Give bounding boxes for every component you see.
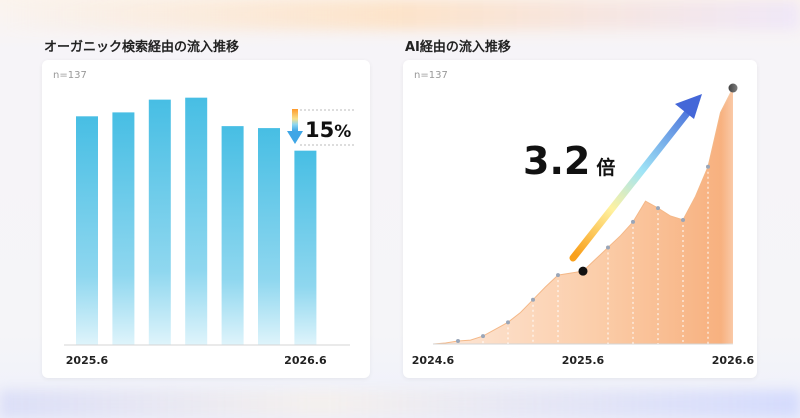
- organic-bar: [112, 112, 135, 345]
- ai-data-point: [606, 245, 610, 250]
- ai-data-point: [456, 339, 460, 344]
- organic-sample-size: n=137: [53, 70, 87, 81]
- organic-x-tick-label: 2026.6: [284, 354, 327, 367]
- organic-bar-chart: 2025.6 2026.6 15%: [64, 97, 356, 367]
- organic-chart-title: オーガニック検索経由の流入推移: [44, 40, 240, 55]
- organic-bar: [221, 126, 244, 345]
- ai-data-point: [656, 206, 660, 211]
- organic-chart-card: n=137 2025.6 2026.6 15%: [42, 60, 370, 378]
- ai-chart-right-fade: [721, 80, 757, 348]
- ai-x-tick-label: 2024.6: [412, 354, 455, 367]
- bottom-glow: [0, 390, 800, 418]
- organic-bar: [294, 150, 317, 345]
- growth-arrow-icon: [569, 94, 702, 262]
- ai-data-point: [481, 334, 485, 339]
- ai-highlight-point: [578, 266, 588, 276]
- organic-bar: [76, 116, 98, 345]
- ai-chart-title: AI経由の流入推移: [405, 40, 511, 55]
- down-arrow-icon: [287, 109, 303, 144]
- ai-data-point: [681, 217, 685, 222]
- ai-data-point: [531, 297, 535, 302]
- ai-growth-label: 3.2 倍: [523, 139, 615, 183]
- organic-change-label: 15%: [305, 118, 351, 142]
- ai-x-tick-label: 2026.6: [712, 354, 755, 367]
- organic-x-tick-label: 2025.6: [66, 354, 109, 367]
- organic-bar: [148, 99, 171, 345]
- ai-sample-size: n=137: [414, 70, 448, 81]
- ai-data-point: [506, 320, 510, 325]
- organic-bar: [185, 97, 208, 345]
- organic-bar: [258, 128, 280, 345]
- ai-area-chart: 2024.6 2025.6 2026.6 3.2 倍: [412, 80, 757, 367]
- ai-chart-card: n=137 2024.6 2025.6 2026.6 3.: [403, 60, 757, 378]
- top-glow: [0, 0, 800, 30]
- ai-data-point: [556, 273, 560, 278]
- ai-data-point: [706, 164, 710, 169]
- ai-data-point: [631, 219, 635, 224]
- ai-area-fill: [433, 88, 733, 344]
- ai-x-tick-label: 2025.6: [562, 354, 605, 367]
